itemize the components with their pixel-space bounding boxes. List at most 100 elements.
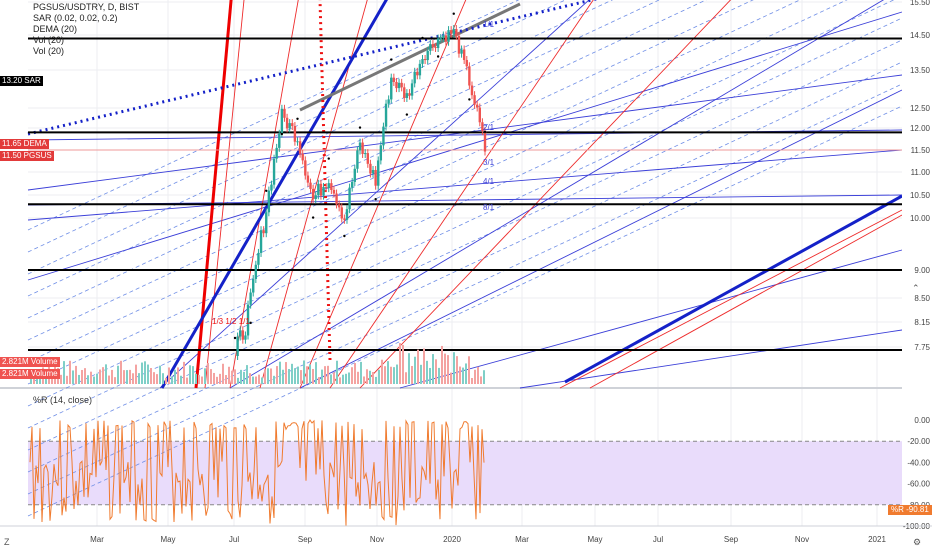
sar-dot [296,117,299,121]
time-axis-label: 2021 [868,535,886,544]
sar-tag-value: 13.20 [2,76,23,85]
wr-axis-label: -20.00 [907,437,930,446]
volume-bar [66,375,68,384]
volume-bar [312,368,314,384]
vol1-tag-value: 2.821M [2,357,29,366]
volume-bar [282,369,284,384]
fan-red-line [259,0,368,389]
legend-vol-2[interactable]: Vol (20) [33,46,65,56]
candle-body [364,153,367,155]
sar-dot [374,198,377,201]
volume-bar [129,369,131,384]
volume-bar [432,354,434,384]
volume-bar [75,365,77,384]
candle-body [429,44,432,51]
candle-body [460,49,463,54]
volume-bar [285,362,287,384]
candle-body [280,108,284,134]
chevron-up-icon[interactable]: ⌃ [912,283,920,293]
candle-body [462,49,466,60]
fan-blue-line [27,11,903,281]
legend-dema[interactable]: DEMA (20) [33,24,78,34]
volume-bar [303,360,305,384]
volume-bar [381,359,383,384]
volume-bar [141,362,143,384]
trend-line-blue-thick [160,0,388,389]
chart-legend: PGSUS/USDTRY, D, BIST SAR (0.02, 0.02, 0… [33,2,139,57]
candle-body [306,175,310,183]
time-axis-label: May [587,535,602,544]
candle-body [340,207,343,219]
candle-body [322,186,325,196]
candle-body [442,35,445,39]
volume-bar [243,371,245,384]
volume-bar [474,369,476,384]
volume-bar [186,377,188,384]
candle-body [265,212,268,234]
candle-body [369,163,372,174]
sar-dot [358,126,362,129]
candle-body [319,183,323,196]
candle-body [455,29,458,36]
vol2-tag-label: Volume [30,369,58,378]
sar-tag-label: SAR [24,76,41,85]
volume-bar [360,361,362,384]
volume-bar [156,374,158,384]
candle-body [335,193,338,205]
volume-bar [456,356,458,384]
candle-body [283,108,286,118]
legend-symbol[interactable]: PGSUS/USDTRY, D, BIST [33,2,140,12]
volume-bar [261,377,263,384]
candle-body [387,99,390,104]
volume-bar [300,370,302,384]
candle-body [436,38,440,49]
time-axis-label: Sep [724,535,739,544]
volume-bar [144,361,146,384]
wr-axis-label: -60.00 [907,480,930,489]
volume-bar [375,376,377,384]
volume-bar [150,368,152,384]
volume-tag-2: 2.821M Volume [0,369,60,379]
sar-dot [390,58,393,61]
candle-body [470,85,474,96]
volume-bar [180,375,182,384]
volume-bar [168,367,170,384]
volume-bar [384,366,386,384]
fan-red-line [229,0,299,389]
candle-body [259,230,263,253]
fan-label: 8/1 [483,203,495,212]
candle-body [288,123,291,129]
candle-body [267,190,271,213]
volume-bar [105,364,107,384]
volume-bar [162,373,164,384]
price-axis-label: 13.50 [910,66,931,75]
fan-red-line [559,209,903,389]
dema-tag-value: 11.65 [2,139,22,148]
fan-red-line [204,0,245,389]
price-axis-label: 10.50 [910,191,931,200]
volume-bar [78,374,80,384]
volume-bar [468,356,470,384]
volume-bar [477,366,479,384]
candle-body [392,77,396,82]
dema-price-tag: 11.65 DEMA [0,139,49,149]
candle-body [457,35,461,54]
candle-body [478,107,481,123]
volume-bar [441,345,443,384]
volume-bar [309,364,311,384]
volume-bar [351,367,353,384]
legend-vol-1[interactable]: Vol (20) [33,35,65,45]
gear-icon[interactable]: ⚙ [913,537,922,547]
candle-body [272,158,276,185]
candle-body [298,141,302,154]
volume-bar [402,344,404,384]
volume-bar [288,369,290,384]
time-axis-label: Jul [229,535,239,544]
volume-bar [249,373,251,384]
legend-sar[interactable]: SAR (0.02, 0.02, 0.2) [33,13,118,23]
volume-bar [480,376,482,384]
volume-bar [348,372,350,384]
indicator-title[interactable]: %R (14, close) [33,395,93,405]
volume-bar [297,366,299,384]
